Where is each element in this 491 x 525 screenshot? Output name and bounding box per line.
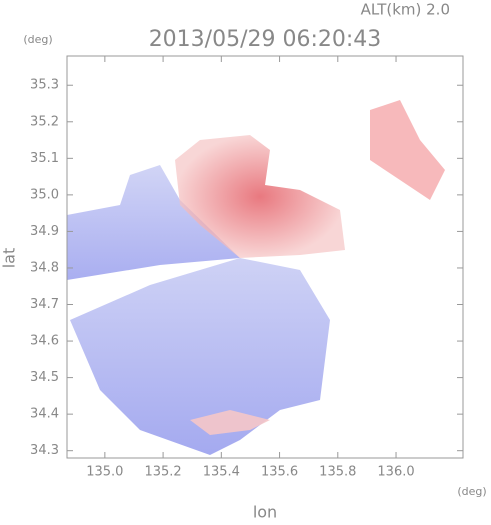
y-tick-label: 35.3 <box>30 78 59 93</box>
velocity-field <box>67 100 445 455</box>
x-tick-label: 135.4 <box>203 465 240 480</box>
x-axis-label: lon <box>253 503 277 522</box>
y-tick-label: 34.8 <box>30 260 59 275</box>
x-tick-label: 135.0 <box>86 465 123 480</box>
y-tick-label: 34.9 <box>30 224 59 239</box>
plot-frame <box>66 55 464 459</box>
y-tick-label: 34.3 <box>30 443 59 458</box>
y-tick-label: 35.1 <box>30 151 59 166</box>
y-tick-label: 34.6 <box>30 334 59 349</box>
y-tick-label: 35.2 <box>30 114 59 129</box>
chart-title: 2013/05/29 06:20:43 <box>149 27 382 52</box>
field-blue <box>67 165 240 280</box>
field-blue <box>70 258 330 455</box>
field-red <box>190 410 270 435</box>
y-unit: (deg) <box>23 33 52 46</box>
x-unit: (deg) <box>457 485 486 498</box>
x-tick-label: 135.2 <box>144 465 181 480</box>
x-tick-label: 135.6 <box>261 465 298 480</box>
x-tick-label: 136.0 <box>377 465 414 480</box>
y-tick-label: 35.0 <box>30 187 59 202</box>
altitude: ALT(km) 2.0 <box>361 1 450 19</box>
y-tick-label: 34.7 <box>30 297 59 312</box>
y-tick-label: 34.5 <box>30 370 59 385</box>
field-red <box>370 100 445 200</box>
y-axis-label: lat <box>0 248 19 269</box>
field-red <box>175 135 345 258</box>
y-tick-label: 34.4 <box>30 407 59 422</box>
x-tick-label: 135.8 <box>319 465 356 480</box>
